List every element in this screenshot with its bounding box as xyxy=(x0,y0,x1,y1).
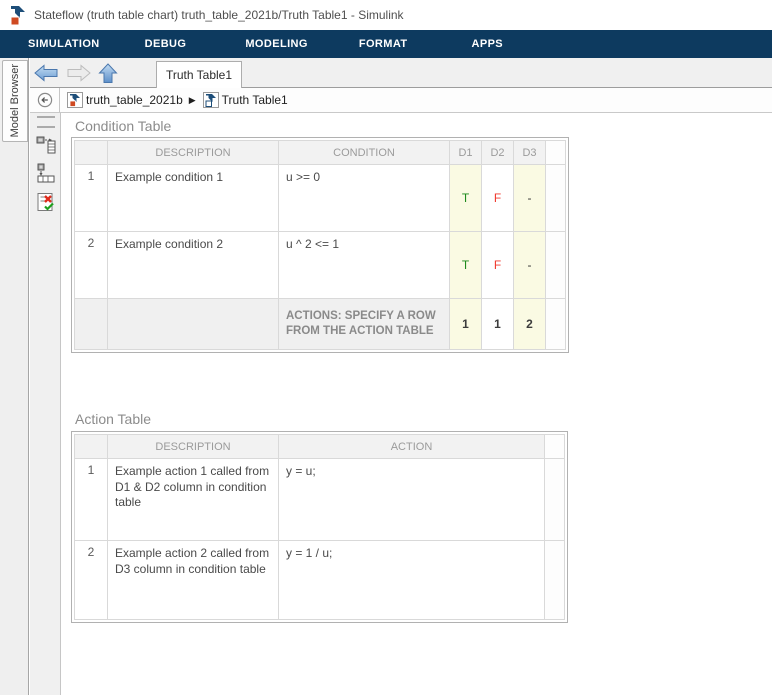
breadcrumb-caret-icon: ▶ xyxy=(188,94,196,105)
forward-arrow-icon xyxy=(67,64,91,82)
breadcrumb-item-model[interactable]: truth_table_2021b xyxy=(67,92,183,108)
act-header-description: DESCRIPTION xyxy=(108,435,278,458)
back-arrow-icon xyxy=(33,64,57,82)
strip-divider xyxy=(37,126,55,128)
cond-row1-d3-cell[interactable]: - xyxy=(514,165,545,231)
menu-format[interactable]: FORMAT xyxy=(358,38,408,50)
document-tab-truth-table1[interactable]: Truth Table1 xyxy=(156,61,242,88)
document-tab-label: Truth Table1 xyxy=(165,68,233,82)
breadcrumb-item-truth-table[interactable]: Truth Table1 xyxy=(202,92,288,108)
cond-actions-d3-cell[interactable]: 2 xyxy=(514,299,545,349)
cond-row1-d1-cell[interactable]: T xyxy=(450,165,481,231)
append-column-icon xyxy=(37,163,55,183)
action-table-title: Action Table xyxy=(75,411,152,427)
run-diagnostics-button[interactable] xyxy=(35,191,57,213)
cond-row1-description[interactable]: Example condition 1 xyxy=(108,165,278,231)
act-row1-action[interactable]: y = u; xyxy=(279,459,544,540)
act-header-rownum xyxy=(75,435,107,458)
act-header-action: ACTION xyxy=(279,435,544,458)
back-button[interactable] xyxy=(33,62,59,84)
strip-divider xyxy=(37,116,55,118)
cond-row2-number[interactable]: 2 xyxy=(75,232,107,298)
forward-button[interactable] xyxy=(65,62,91,84)
stateflow-app-icon xyxy=(10,5,25,25)
truth-table-chart-icon xyxy=(202,92,219,108)
cond-row2-d3-cell[interactable]: - xyxy=(514,232,545,298)
cond-header-filler xyxy=(546,141,565,164)
cond-row1-d2-cell[interactable]: F xyxy=(482,165,513,231)
act-header-filler xyxy=(545,435,564,458)
cond-actions-filler xyxy=(546,299,565,349)
cond-actions-d2-cell[interactable]: 1 xyxy=(482,299,513,349)
cond-row2-d2-cell[interactable]: F xyxy=(482,232,513,298)
cond-row2-condition[interactable]: u ^ 2 <= 1 xyxy=(279,232,449,298)
condition-table: DESCRIPTION CONDITION D1 D2 D3 1 Example… xyxy=(71,137,569,353)
cond-header-description: DESCRIPTION xyxy=(108,141,278,164)
truth-table-canvas: Condition Table DESCRIPTION CONDITION D1… xyxy=(61,113,772,695)
cond-row1-number[interactable]: 1 xyxy=(75,165,107,231)
cond-row1-condition[interactable]: u >= 0 xyxy=(279,165,449,231)
back-circle-icon xyxy=(37,92,52,108)
act-row1-filler xyxy=(545,459,564,540)
act-row2-description[interactable]: Example action 2 called from D3 column i… xyxy=(108,541,278,619)
menu-modeling[interactable]: MODELING xyxy=(245,38,308,50)
act-row2-number[interactable]: 2 xyxy=(75,541,107,619)
cond-header-d2: D2 xyxy=(482,141,513,164)
menu-simulation[interactable]: SIMULATION xyxy=(28,38,100,50)
append-row-icon xyxy=(36,136,56,154)
cond-actions-rownum xyxy=(75,299,107,349)
action-table: DESCRIPTION ACTION 1 Example action 1 ca… xyxy=(71,431,568,623)
truth-table-tool-strip xyxy=(30,88,61,695)
model-browser-tab[interactable]: Model Browser xyxy=(2,60,28,142)
breadcrumb: truth_table_2021b ▶ Truth Table1 xyxy=(30,88,772,113)
up-to-parent-button[interactable] xyxy=(95,62,121,84)
cond-row2-filler xyxy=(546,232,565,298)
cond-header-d1: D1 xyxy=(450,141,481,164)
model-browser-label: Model Browser xyxy=(9,64,21,138)
menu-debug[interactable]: DEBUG xyxy=(144,38,187,50)
window-title: Stateflow (truth table chart) truth_tabl… xyxy=(34,8,404,22)
cond-header-condition: CONDITION xyxy=(279,141,449,164)
navigation-toolbar: Truth Table1 xyxy=(30,58,772,88)
cond-actions-label: ACTIONS: SPECIFY A ROW FROM THE ACTION T… xyxy=(279,299,449,349)
cond-row1-filler xyxy=(546,165,565,231)
diagnostics-icon xyxy=(37,193,54,211)
cond-actions-description xyxy=(108,299,278,349)
act-row1-number[interactable]: 1 xyxy=(75,459,107,540)
act-row2-filler xyxy=(545,541,564,619)
append-row-button[interactable] xyxy=(35,134,57,156)
menu-bar: SIMULATION DEBUG MODELING FORMAT APPS xyxy=(0,30,772,58)
breadcrumb-model-label: truth_table_2021b xyxy=(86,93,183,107)
breadcrumb-truth-table-label: Truth Table1 xyxy=(221,93,288,107)
cond-row2-d1-cell[interactable]: T xyxy=(450,232,481,298)
cond-header-d3: D3 xyxy=(514,141,545,164)
cond-actions-d1-cell[interactable]: 1 xyxy=(450,299,481,349)
act-row1-description[interactable]: Example action 1 called from D1 & D2 col… xyxy=(108,459,278,540)
menu-apps[interactable]: APPS xyxy=(471,38,504,50)
condition-table-title: Condition Table xyxy=(75,118,172,134)
act-row2-action[interactable]: y = 1 / u; xyxy=(279,541,544,619)
append-column-button[interactable] xyxy=(35,162,57,184)
breadcrumb-back-button[interactable] xyxy=(30,88,60,112)
up-arrow-icon xyxy=(98,62,118,83)
cond-row2-description[interactable]: Example condition 2 xyxy=(108,232,278,298)
title-bar: Stateflow (truth table chart) truth_tabl… xyxy=(0,0,772,30)
left-dock-rail xyxy=(0,58,29,695)
stateflow-chart-icon xyxy=(67,92,83,108)
cond-header-rownum xyxy=(75,141,107,164)
